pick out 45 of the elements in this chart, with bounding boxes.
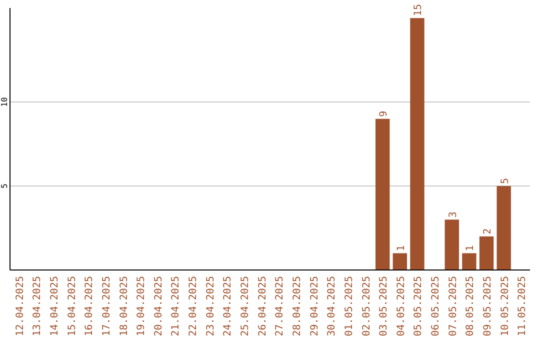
- x-tick-label: 24.04.2025: [222, 276, 234, 336]
- x-tick-label: 26.04.2025: [257, 276, 268, 336]
- bar: [410, 18, 424, 270]
- data-label: 9: [378, 110, 390, 117]
- x-tick-label: 03.05.2025: [378, 276, 390, 336]
- x-tick-label: 07.05.2025: [448, 276, 459, 336]
- x-tick-label: 25.04.2025: [240, 276, 252, 336]
- x-tick-label: 02.05.2025: [361, 276, 372, 336]
- data-label: 15: [413, 4, 424, 16]
- data-label: 2: [482, 228, 494, 234]
- y-tick-label: 10: [0, 97, 9, 107]
- data-label: 1: [465, 245, 476, 252]
- x-tick-label: 10.05.2025: [500, 276, 511, 336]
- x-tick-label: 20.04.2025: [153, 276, 164, 336]
- x-tick-label: 27.04.2025: [274, 276, 286, 336]
- x-tick-label: 04.05.2025: [396, 276, 407, 336]
- x-tick-label: 05.05.2025: [413, 276, 424, 336]
- x-tick-label: 22.04.2025: [188, 276, 200, 336]
- x-tick-label: 19.04.2025: [136, 276, 148, 336]
- x-tick-label: 14.04.2025: [49, 276, 60, 336]
- x-tick-label: 06.05.2025: [430, 276, 442, 336]
- data-label: 5: [500, 178, 511, 184]
- bar: [462, 253, 476, 270]
- bar: [479, 236, 494, 270]
- x-tick-label: 30.04.2025: [326, 276, 338, 336]
- bar: [444, 220, 459, 270]
- bar: [496, 186, 511, 270]
- x-tick-label: 12.04.2025: [14, 276, 26, 336]
- data-label: 1: [396, 245, 407, 252]
- x-tick-label: 16.04.2025: [84, 276, 96, 336]
- bar: [392, 253, 408, 270]
- x-tick-label: 29.04.2025: [309, 276, 320, 336]
- x-tick-label: 01.05.2025: [344, 276, 355, 336]
- x-tick-label: 13.04.2025: [32, 276, 44, 336]
- bar: [375, 118, 390, 270]
- x-tick-label: 21.04.2025: [170, 276, 182, 336]
- x-tick-label: 28.04.2025: [292, 276, 303, 336]
- data-label: 3: [448, 212, 459, 218]
- x-tick-label: 11.05.2025: [517, 276, 528, 336]
- x-tick-label: 23.04.2025: [205, 276, 216, 336]
- x-tick-label: 09.05.2025: [482, 276, 494, 336]
- x-tick-label: 08.05.2025: [465, 276, 476, 336]
- x-tick-label: 18.04.2025: [118, 276, 130, 336]
- x-tick-label: 17.04.2025: [101, 276, 112, 336]
- x-tick-label: 15.04.2025: [66, 276, 78, 336]
